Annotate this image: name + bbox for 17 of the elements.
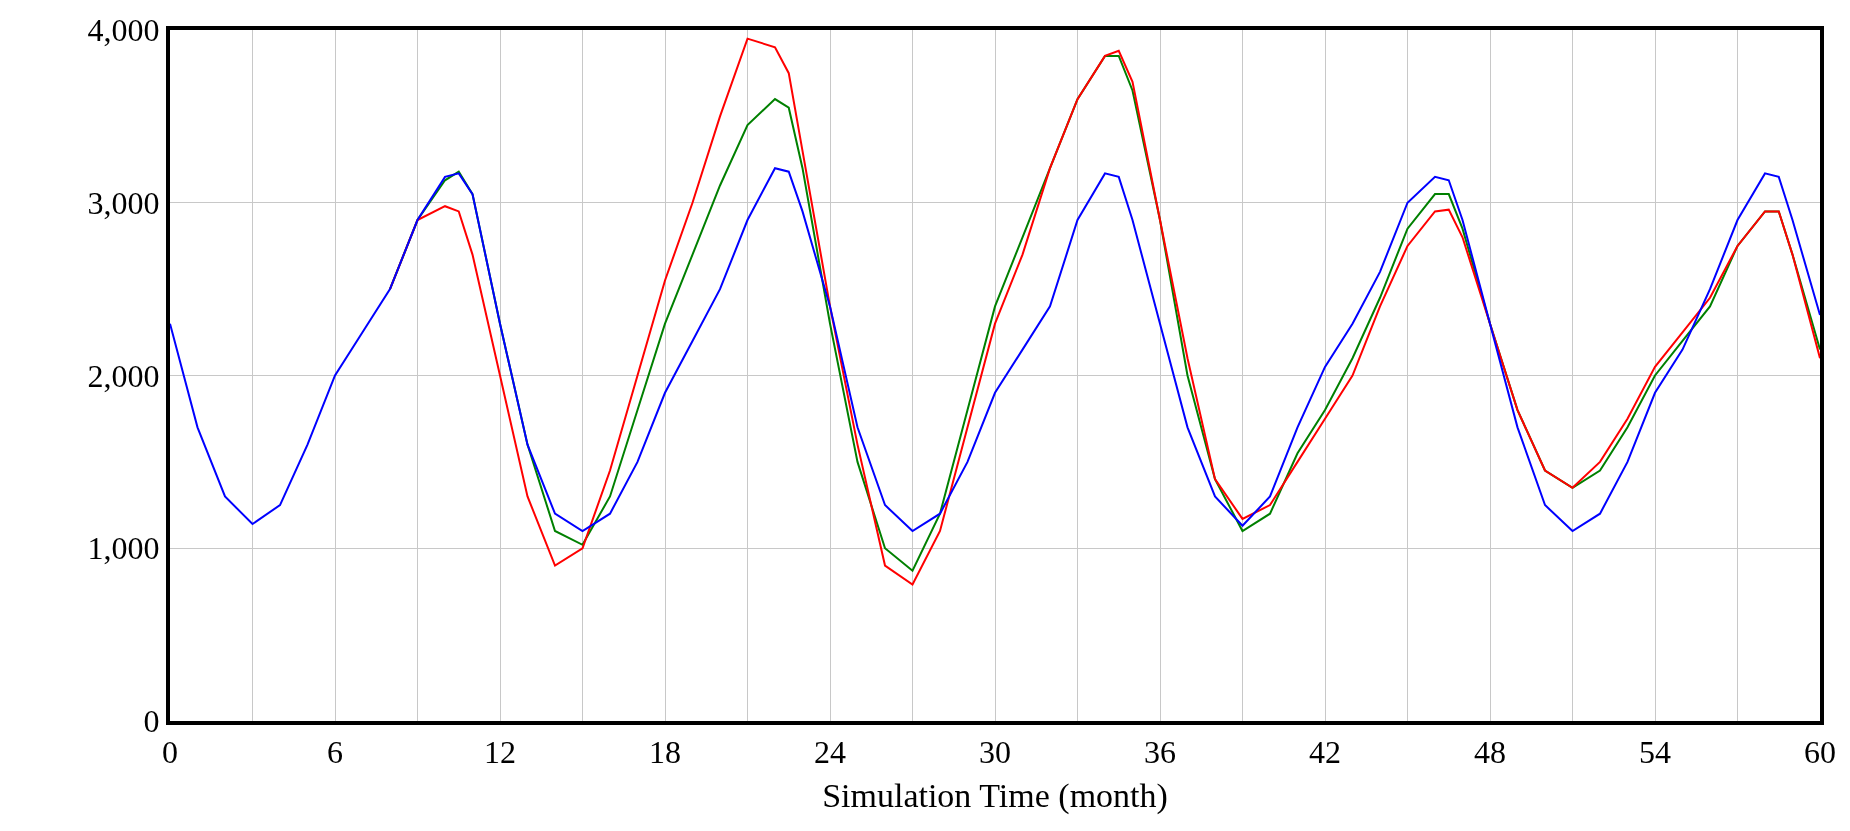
x-tick-label: 12 <box>484 734 516 771</box>
x-tick-label: 18 <box>649 734 681 771</box>
x-tick-label: 54 <box>1639 734 1671 771</box>
x-tick-label: 48 <box>1474 734 1506 771</box>
x-tick-label: 60 <box>1804 734 1836 771</box>
y-tick-label: 2,000 <box>87 357 160 394</box>
x-tick-label: 42 <box>1309 734 1341 771</box>
y-tick-label: 0 <box>143 703 160 740</box>
x-tick-label: 36 <box>1144 734 1176 771</box>
y-tick-label: 3,000 <box>87 184 160 221</box>
x-tick-label: 6 <box>327 734 343 771</box>
line-series <box>170 167 1820 532</box>
x-tick-label: 30 <box>979 734 1011 771</box>
x-axis-title: Simulation Time (month) <box>822 777 1168 816</box>
y-tick-label: 4,000 <box>87 12 160 49</box>
y-tick-label: 1,000 <box>87 530 160 567</box>
x-tick-label: 24 <box>814 734 846 771</box>
